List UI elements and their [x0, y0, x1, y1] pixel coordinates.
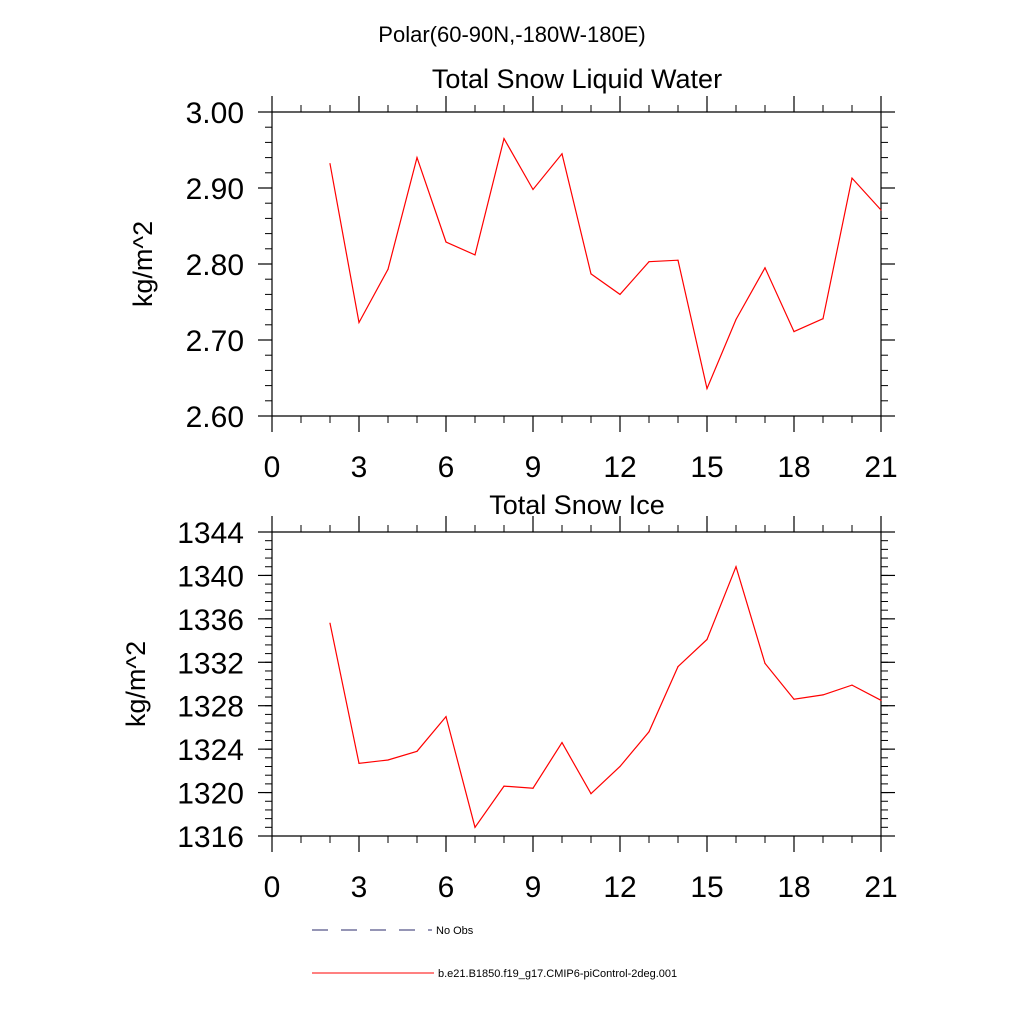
x-tick-label: 3 — [351, 871, 368, 904]
data-point — [706, 638, 708, 641]
x-tick-label: 6 — [438, 451, 455, 484]
x-tick-label: 9 — [525, 451, 542, 484]
x-tick-label: 6 — [438, 871, 455, 904]
x-tick-label: 15 — [690, 871, 723, 904]
data-point — [358, 321, 360, 324]
data-point — [445, 241, 447, 243]
data-point — [619, 293, 621, 295]
x-tick-label: 21 — [864, 871, 897, 904]
data-point — [619, 765, 621, 768]
x-tick-label: 0 — [264, 451, 281, 484]
y-tick-label: 1344 — [177, 517, 244, 550]
y-tick-label: 3.00 — [186, 97, 244, 130]
series-line — [329, 564, 882, 829]
x-tick-label: 3 — [351, 451, 368, 484]
data-point — [851, 177, 853, 179]
data-point — [648, 731, 650, 733]
legend-label-no-obs: No Obs — [436, 925, 474, 937]
x-tick-label: 9 — [525, 871, 542, 904]
data-point — [764, 662, 766, 664]
legend-label-model: b.e21.B1850.f19_g17.CMIP6-piControl-2deg… — [438, 968, 677, 980]
y-tick-label: 2.90 — [186, 173, 244, 206]
data-point — [677, 666, 679, 668]
y-tick-label: 1320 — [177, 778, 244, 811]
x-tick-label: 15 — [690, 451, 723, 484]
data-point — [387, 268, 389, 270]
chart-title: Total Snow Ice — [489, 490, 665, 520]
y-axis-label: kg/m^2 — [128, 221, 158, 307]
x-tick-label: 0 — [264, 871, 281, 904]
data-point — [648, 261, 650, 263]
data-point — [474, 254, 476, 256]
data-point — [764, 267, 766, 269]
data-point — [706, 388, 708, 390]
y-tick-label: 1332 — [177, 647, 244, 680]
data-point — [590, 273, 592, 275]
data-point — [735, 318, 737, 321]
page-title: Polar(60-90N,-180W-180E) — [378, 22, 645, 47]
y-tick-label: 1324 — [177, 734, 244, 767]
data-point — [329, 163, 331, 165]
data-point — [532, 188, 534, 191]
data-point — [329, 622, 331, 624]
data-point — [793, 331, 795, 333]
data-point — [358, 762, 360, 764]
y-tick-label: 1316 — [177, 821, 244, 854]
data-point — [416, 157, 418, 159]
legend: No Obs b.e21.B1850.f19_g17.CMIP6-piContr… — [312, 925, 677, 980]
x-tick-label: 12 — [603, 871, 636, 904]
x-tick-label: 18 — [777, 451, 810, 484]
series-line — [329, 137, 882, 391]
data-point — [677, 259, 679, 261]
data-point — [851, 684, 853, 686]
data-point — [532, 787, 534, 789]
data-point — [735, 566, 737, 568]
y-tick-label: 2.80 — [186, 249, 244, 282]
y-tick-label: 1340 — [177, 560, 244, 593]
chart-title: Total Snow Liquid Water — [432, 64, 722, 94]
y-tick-label: 2.60 — [186, 401, 244, 434]
data-point — [822, 318, 824, 320]
data-point — [416, 750, 418, 752]
data-point — [503, 785, 505, 787]
data-point — [793, 698, 795, 700]
y-tick-label: 2.70 — [186, 325, 244, 358]
data-point — [822, 694, 824, 696]
data-point — [590, 793, 592, 795]
x-tick-label: 18 — [777, 871, 810, 904]
x-tick-label: 21 — [864, 451, 897, 484]
data-point — [880, 209, 882, 211]
y-tick-label: 1328 — [177, 691, 244, 724]
data-point — [880, 699, 882, 701]
y-axis-label: kg/m^2 — [121, 641, 151, 727]
data-point — [387, 759, 389, 761]
data-point — [561, 153, 563, 155]
data-point — [474, 826, 476, 828]
data-point — [503, 138, 505, 140]
data-point — [445, 715, 447, 718]
chart-liquid-water: Total Snow Liquid Water kg/m^2 0 3 6 9 12 15 1… — [128, 64, 898, 484]
chart-snow-ice: Total Snow Ice kg/m^2 0 3 6 9 12 15 18 21 1316 13… — [121, 490, 898, 904]
x-tick-label: 12 — [603, 451, 636, 484]
data-point — [561, 742, 563, 744]
y-tick-label: 1336 — [177, 604, 244, 637]
